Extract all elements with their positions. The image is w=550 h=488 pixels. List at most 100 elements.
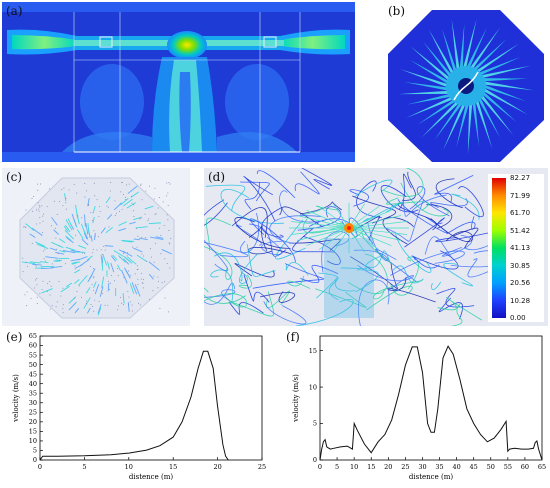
mesh-point bbox=[133, 204, 135, 206]
streamline bbox=[29, 233, 36, 238]
mesh-point bbox=[42, 215, 44, 217]
jet-line bbox=[318, 206, 350, 229]
mesh-point bbox=[96, 199, 98, 201]
streamline bbox=[78, 275, 88, 286]
streamline bbox=[238, 253, 258, 284]
mesh-point bbox=[82, 252, 84, 254]
jet-line bbox=[348, 206, 380, 229]
colorbar-tick-label: 51.42 bbox=[510, 226, 531, 235]
streamline bbox=[220, 189, 285, 224]
colorbar-tick-label: 30.85 bbox=[510, 261, 531, 270]
mesh-point bbox=[169, 243, 171, 245]
mesh-point bbox=[62, 287, 64, 289]
streamline bbox=[303, 205, 338, 215]
mesh-point bbox=[58, 245, 60, 247]
mesh-point bbox=[131, 246, 133, 248]
streamline bbox=[404, 217, 445, 248]
blade bbox=[478, 97, 501, 138]
mesh-point bbox=[125, 196, 127, 198]
streamline bbox=[90, 235, 93, 242]
mesh-point bbox=[55, 306, 57, 308]
streamline bbox=[74, 307, 80, 314]
jet-line bbox=[348, 227, 380, 250]
streamline bbox=[122, 240, 133, 243]
mesh-point bbox=[65, 208, 67, 210]
mesh-point bbox=[80, 296, 82, 298]
y-tick-label: 35 bbox=[29, 389, 37, 397]
mesh-point bbox=[133, 215, 135, 217]
streamline bbox=[87, 198, 90, 207]
mesh-point bbox=[35, 265, 37, 267]
streamline bbox=[66, 237, 74, 244]
mesh-point bbox=[63, 187, 65, 189]
mesh-point bbox=[144, 213, 146, 215]
mesh-point bbox=[137, 235, 139, 237]
mesh-point bbox=[169, 267, 171, 269]
streamline bbox=[94, 284, 100, 295]
mesh-point bbox=[46, 206, 48, 208]
mesh-point bbox=[104, 249, 106, 251]
mesh-point bbox=[160, 253, 162, 255]
streamline bbox=[205, 217, 231, 251]
x-tick-label: 65 bbox=[538, 463, 546, 471]
mesh-point bbox=[167, 219, 169, 221]
streamline bbox=[356, 180, 382, 219]
streamline bbox=[315, 288, 367, 309]
streamline bbox=[294, 171, 320, 195]
mesh-point bbox=[169, 183, 171, 185]
streamline bbox=[129, 283, 135, 294]
y-tick-label: 0 bbox=[313, 456, 317, 464]
mesh-point bbox=[149, 298, 151, 300]
mesh-point bbox=[121, 208, 123, 210]
streamline bbox=[204, 246, 233, 280]
streamline bbox=[380, 185, 419, 213]
x-tick-label: 20 bbox=[384, 463, 392, 471]
streamline bbox=[148, 273, 154, 280]
mesh-point bbox=[44, 260, 46, 262]
mesh-point bbox=[78, 285, 80, 287]
mesh-point bbox=[39, 293, 41, 295]
mesh-point bbox=[108, 266, 110, 268]
mesh-point bbox=[50, 225, 52, 227]
streamline bbox=[94, 232, 96, 240]
streamline bbox=[22, 261, 36, 265]
streamline bbox=[435, 232, 490, 243]
mesh-point bbox=[92, 220, 94, 222]
mesh-point bbox=[109, 282, 111, 284]
mesh-point bbox=[129, 301, 131, 303]
panel-a: (a) bbox=[2, 2, 355, 162]
streamline bbox=[84, 214, 86, 227]
mesh-point bbox=[59, 259, 61, 261]
mesh-point bbox=[123, 304, 125, 306]
streamline bbox=[398, 202, 437, 231]
streamline bbox=[100, 227, 106, 234]
streamline bbox=[387, 277, 436, 303]
colorbar-tick-label: 20.56 bbox=[510, 279, 531, 287]
streamline bbox=[123, 256, 131, 263]
streamline bbox=[409, 186, 450, 217]
streamline-top-view bbox=[2, 168, 190, 326]
mesh-point bbox=[37, 189, 39, 191]
mesh-point bbox=[166, 182, 168, 184]
jet-line bbox=[306, 227, 350, 247]
streamline bbox=[65, 219, 73, 231]
velocity-chart-e: 0 5 10 15 20 2505101520253035404550556065dist… bbox=[12, 332, 266, 481]
streamline bbox=[303, 235, 341, 265]
streamline bbox=[139, 237, 148, 240]
mesh-point bbox=[148, 218, 150, 220]
mesh-point bbox=[142, 255, 144, 257]
jet-line bbox=[348, 221, 407, 229]
mesh-point bbox=[123, 194, 125, 196]
y-tick-label: 10 bbox=[309, 383, 317, 391]
mesh-point bbox=[118, 210, 120, 212]
streamline bbox=[467, 258, 498, 278]
mesh-point bbox=[90, 304, 92, 306]
mesh-point bbox=[168, 229, 170, 231]
streamline bbox=[357, 264, 414, 291]
blade bbox=[462, 18, 477, 69]
mesh-point bbox=[103, 245, 105, 247]
streamline bbox=[451, 303, 463, 326]
streamline bbox=[204, 293, 248, 308]
mesh-point bbox=[49, 294, 51, 296]
mesh-point bbox=[87, 204, 89, 206]
